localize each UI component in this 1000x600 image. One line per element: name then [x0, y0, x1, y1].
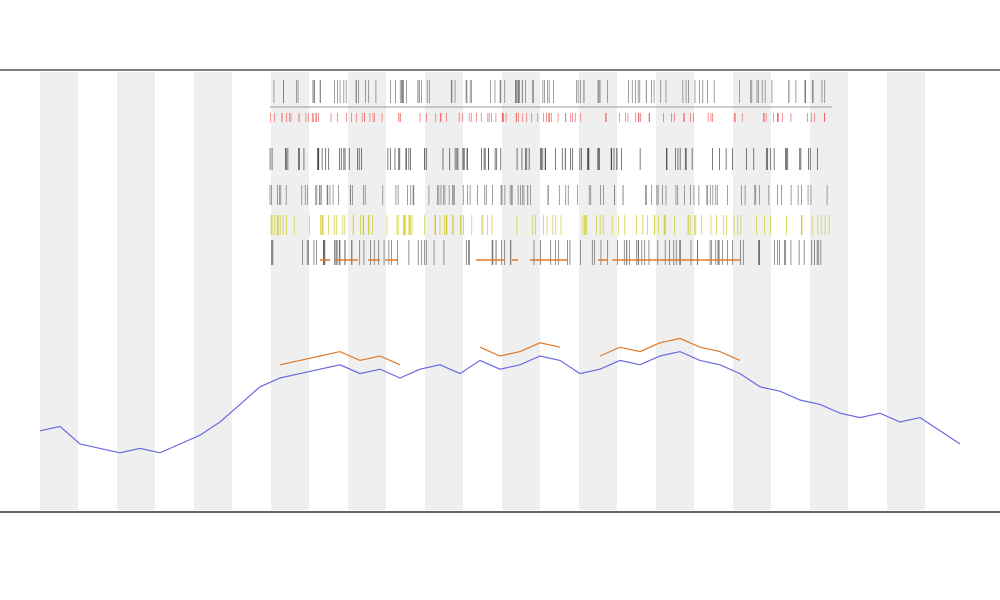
series-line — [39, 350, 961, 454]
band — [348, 72, 386, 510]
band — [271, 72, 309, 510]
series-line — [599, 337, 741, 361]
band — [810, 72, 848, 510]
band — [117, 72, 155, 510]
band — [656, 72, 694, 510]
band — [887, 72, 925, 510]
event-rows — [269, 80, 830, 265]
band — [733, 72, 771, 510]
band — [425, 72, 463, 510]
band — [502, 72, 540, 510]
band — [40, 72, 78, 510]
series-line — [279, 350, 401, 366]
background-bands — [40, 72, 925, 510]
band — [579, 72, 617, 510]
series-line — [479, 342, 561, 357]
band — [194, 72, 232, 510]
